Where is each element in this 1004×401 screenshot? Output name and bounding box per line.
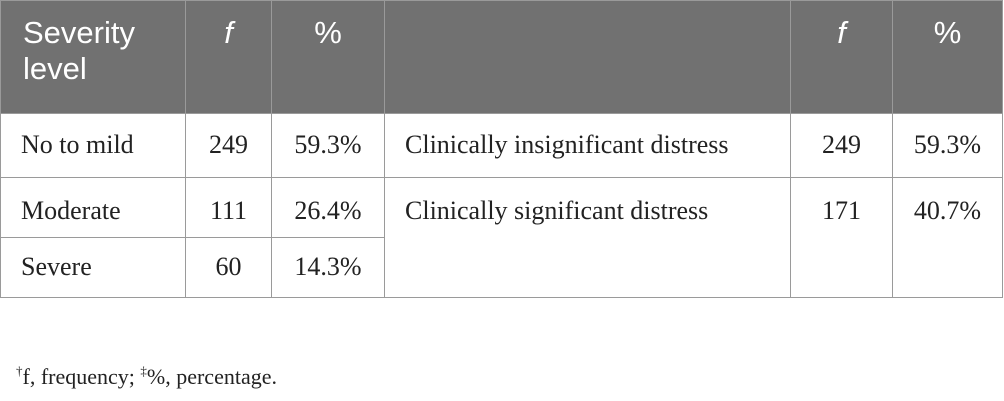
- frequency-cell: 60: [185, 237, 272, 298]
- header-distress-category: [384, 0, 791, 114]
- percentage-cell: 59.3%: [271, 113, 385, 178]
- header-distress-percentage: %: [892, 0, 1003, 114]
- header-distress-frequency: f: [790, 0, 893, 114]
- percentage-cell: 14.3%: [271, 237, 385, 298]
- dagger-mark: †: [16, 363, 23, 378]
- severity-level-cell: Severe: [0, 237, 186, 298]
- double-dagger-mark: ‡: [140, 363, 147, 378]
- percentage-cell: 26.4%: [271, 177, 385, 238]
- header-severity-level: Severity level: [0, 0, 186, 114]
- table-header-row: Severity level f % f %: [0, 0, 1003, 114]
- table-row: Moderate 111 26.4% Clinically significan…: [0, 177, 1003, 298]
- frequency-cell: 249: [185, 113, 272, 178]
- table-footnote: †f, frequency; ‡%, percentage.: [16, 364, 277, 390]
- distress-category-cell: Clinically insignificant distress: [384, 113, 791, 178]
- distress-category-cell: Clinically significant distress: [384, 177, 791, 298]
- table-row: No to mild 249 59.3% Clinically insignif…: [0, 113, 1003, 178]
- distress-percentage-cell: 40.7%: [892, 177, 1003, 298]
- severity-table: Severity level f % f % No to mild 249 59…: [0, 0, 1003, 298]
- severity-level-cell: Moderate: [0, 177, 186, 238]
- footnote-percentage-text: %, percentage.: [146, 364, 277, 389]
- header-percentage: %: [271, 0, 385, 114]
- distress-percentage-cell: 59.3%: [892, 113, 1003, 178]
- table-row: Severe 60 14.3%: [0, 237, 1003, 298]
- distress-frequency-cell: 171: [790, 177, 893, 298]
- severity-level-cell: No to mild: [0, 113, 186, 178]
- frequency-cell: 111: [185, 177, 272, 238]
- distress-frequency-cell: 249: [790, 113, 893, 178]
- header-frequency: f: [185, 0, 272, 114]
- footnote-frequency-text: f, frequency;: [22, 364, 141, 389]
